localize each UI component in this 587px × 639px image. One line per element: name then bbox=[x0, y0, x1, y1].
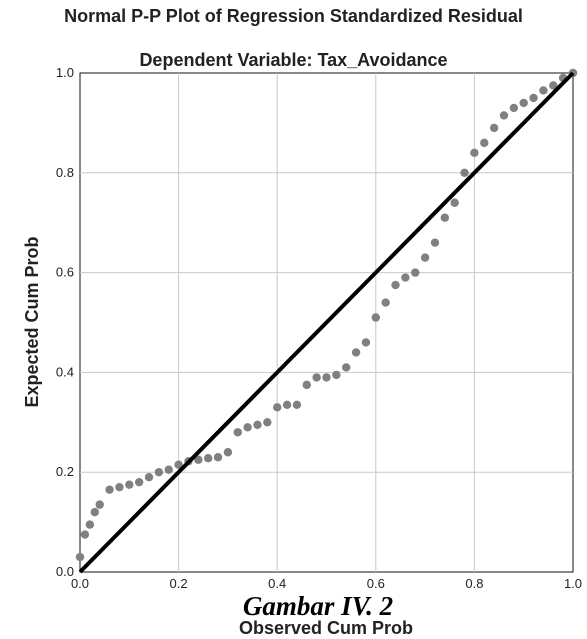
data-point bbox=[539, 86, 548, 95]
data-point bbox=[371, 313, 380, 322]
y-tick-label: 0.2 bbox=[56, 464, 74, 479]
chart-subtitle: Dependent Variable: Tax_Avoidance bbox=[139, 50, 448, 70]
data-point bbox=[322, 373, 331, 382]
data-point bbox=[342, 363, 351, 372]
data-point bbox=[509, 103, 519, 113]
data-point bbox=[361, 338, 371, 347]
y-tick-label: 1.0 bbox=[56, 65, 74, 80]
data-point bbox=[233, 428, 242, 437]
data-point bbox=[125, 480, 134, 489]
data-point bbox=[450, 198, 459, 207]
data-point bbox=[115, 482, 124, 492]
x-tick-label: 0.0 bbox=[71, 576, 89, 591]
data-point bbox=[243, 423, 252, 432]
y-ticks: 0.0 0.2 0.4 0.6 0.8 1.0 bbox=[56, 65, 74, 579]
y-tick-label: 0.8 bbox=[56, 165, 74, 180]
y-tick-label: 0.0 bbox=[56, 564, 74, 579]
data-point bbox=[460, 168, 469, 177]
data-point bbox=[263, 418, 272, 427]
y-tick-label: 0.4 bbox=[56, 364, 74, 379]
data-point bbox=[292, 400, 302, 410]
data-point bbox=[203, 454, 213, 463]
data-point bbox=[430, 238, 440, 247]
data-point bbox=[273, 403, 282, 412]
x-tick-label: 1.0 bbox=[564, 576, 582, 591]
data-point bbox=[480, 138, 489, 148]
data-point bbox=[164, 465, 173, 474]
chart-title: Normal P-P Plot of Regression Standardiz… bbox=[64, 6, 523, 26]
data-point bbox=[489, 123, 499, 133]
data-point bbox=[391, 280, 400, 290]
data-point bbox=[144, 472, 154, 482]
x-tick-label: 0.4 bbox=[268, 576, 286, 591]
data-point bbox=[134, 477, 144, 487]
x-tick-label: 0.2 bbox=[170, 576, 188, 591]
data-point bbox=[312, 373, 321, 382]
y-tick-label: 0.6 bbox=[56, 265, 74, 280]
data-point bbox=[85, 520, 95, 529]
x-axis-label: Observed Cum Prob bbox=[239, 618, 413, 638]
data-point bbox=[213, 453, 223, 462]
data-point bbox=[302, 380, 311, 390]
x-ticks: 0.0 0.2 0.4 0.6 0.8 1.0 bbox=[71, 576, 582, 591]
x-tick-label: 0.6 bbox=[367, 576, 385, 591]
data-point bbox=[499, 111, 509, 120]
data-point bbox=[332, 370, 341, 380]
data-point bbox=[440, 213, 450, 222]
data-point bbox=[401, 273, 410, 282]
y-axis-label: Expected Cum Prob bbox=[22, 236, 42, 407]
data-point bbox=[223, 448, 233, 457]
data-point bbox=[351, 348, 361, 357]
data-points bbox=[75, 68, 578, 562]
data-point bbox=[90, 507, 99, 517]
data-point bbox=[80, 530, 90, 539]
data-point bbox=[95, 500, 104, 509]
data-point bbox=[154, 468, 164, 477]
reference-line bbox=[78, 71, 575, 574]
data-point bbox=[519, 98, 528, 108]
data-point bbox=[194, 455, 203, 464]
x-tick-label: 0.8 bbox=[465, 576, 483, 591]
data-point bbox=[282, 400, 292, 410]
gridlines bbox=[80, 73, 573, 572]
data-point bbox=[75, 552, 85, 562]
figure-caption: Gambar IV. 2 bbox=[243, 591, 393, 621]
data-point bbox=[529, 93, 538, 103]
data-point bbox=[420, 253, 430, 262]
data-point bbox=[411, 268, 420, 277]
data-point bbox=[381, 298, 390, 307]
data-point bbox=[253, 420, 262, 429]
data-point bbox=[549, 81, 558, 90]
data-point bbox=[174, 460, 183, 469]
data-point bbox=[105, 485, 114, 494]
data-point bbox=[470, 148, 479, 158]
